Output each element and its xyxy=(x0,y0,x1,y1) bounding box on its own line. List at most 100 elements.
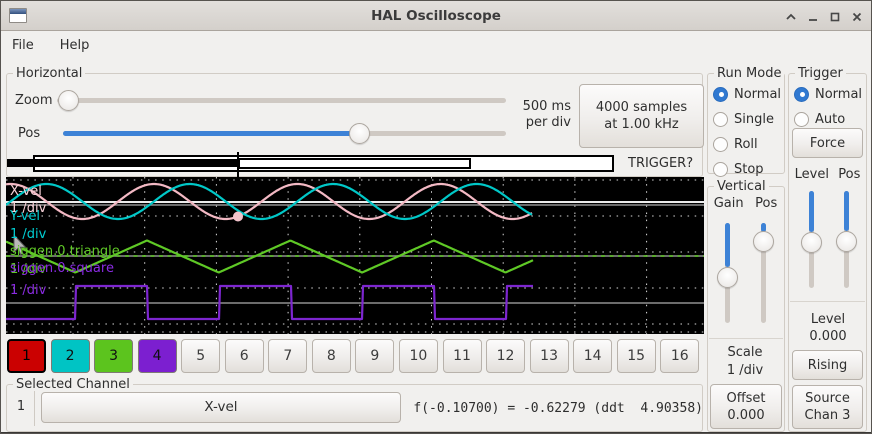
channel-button-11[interactable]: 11 xyxy=(442,339,482,373)
run-mode-radios: Normal Single Roll Stop xyxy=(713,86,781,177)
radio-icon xyxy=(713,111,728,127)
trigger-level-header: Level xyxy=(794,167,829,182)
run-mode-option-single[interactable]: Single xyxy=(713,111,781,127)
gain-header: Gain xyxy=(713,196,744,211)
trace-X-vel xyxy=(6,182,533,221)
trigger-edge-button[interactable]: Rising xyxy=(792,350,863,380)
zoom-slider-handle[interactable] xyxy=(58,90,79,111)
trigger-mode-radios: Normal Auto xyxy=(794,86,862,127)
vertical-separator xyxy=(709,338,783,339)
channel-button-10[interactable]: 10 xyxy=(398,339,438,373)
channel-button-7[interactable]: 7 xyxy=(268,339,308,373)
trigger-mode-option-normal[interactable]: Normal xyxy=(794,86,862,102)
close-icon[interactable] xyxy=(848,8,865,25)
selected-channel-separator xyxy=(34,391,35,426)
timebase-readout: 500 ms per div xyxy=(499,99,571,131)
scope-channel-name: siggen.0.triangle xyxy=(10,244,120,259)
horizontal-group-label: Horizontal xyxy=(13,66,86,81)
channel-button-4[interactable]: 4 xyxy=(137,339,177,373)
vertical-pos-slider-fill xyxy=(761,223,766,232)
radio-icon xyxy=(713,161,728,177)
run-mode-option-roll[interactable]: Roll xyxy=(713,136,781,152)
channel-button-9[interactable]: 9 xyxy=(355,339,395,373)
channel-button-15[interactable]: 15 xyxy=(616,339,656,373)
run-mode-option-stop[interactable]: Stop xyxy=(713,161,781,177)
zoom-slider-label: Zoom xyxy=(15,93,53,108)
scale-label: Scale xyxy=(727,345,763,360)
channel-button-row: 1 2 3 4 5 6 7 8 9 10 11 12 13 14 15 16 xyxy=(7,339,701,373)
trigger-pos-slider-handle[interactable] xyxy=(836,230,857,252)
channel-button-5[interactable]: 5 xyxy=(181,339,221,373)
vertical-group: Vertical xyxy=(707,179,785,432)
scope-traces xyxy=(6,177,704,334)
channel-button-12[interactable]: 12 xyxy=(486,339,526,373)
vertical-group-label: Vertical xyxy=(714,179,769,194)
trigger-level-slider-handle[interactable] xyxy=(801,231,822,253)
window-bottom-edge xyxy=(1,432,871,433)
trace-Y-vel xyxy=(6,182,533,221)
timebase-unit: per div xyxy=(525,115,571,130)
trace-siggen.0.square xyxy=(6,284,534,321)
scope-channel-scale: 1 /div xyxy=(10,262,47,277)
channel-button-8[interactable]: 8 xyxy=(311,339,351,373)
gain-slider-handle[interactable] xyxy=(717,266,738,288)
zoom-slider-track[interactable] xyxy=(57,98,506,103)
gain-slider-fill xyxy=(725,223,730,267)
run-mode-option-label: Roll xyxy=(734,136,758,152)
menu-file[interactable]: File xyxy=(12,37,34,53)
channel-button-13[interactable]: 13 xyxy=(529,339,569,373)
scope-channel-scale: 1 /div xyxy=(10,227,47,242)
channel-button-16[interactable]: 16 xyxy=(660,339,700,373)
timebase-per-div: 500 ms xyxy=(522,99,571,114)
channel-button-6[interactable]: 6 xyxy=(224,339,264,373)
trigger-position-line xyxy=(237,152,239,177)
trigger-group-label: Trigger xyxy=(795,66,846,81)
selected-channel-name-button[interactable]: X-vel xyxy=(41,392,401,423)
horizontal-pos-slider-handle[interactable] xyxy=(349,123,370,144)
trace-siggen.0.triangle xyxy=(6,239,534,274)
maximize-icon[interactable] xyxy=(826,8,843,25)
run-mode-option-label: Stop xyxy=(734,161,764,177)
run-mode-group-label: Run Mode xyxy=(714,66,785,81)
vertical-slider-headers: Gain Pos xyxy=(708,196,783,211)
trigger-mode-option-auto[interactable]: Auto xyxy=(794,111,862,127)
radio-icon xyxy=(794,111,809,127)
horizontal-pos-slider-fill xyxy=(63,131,360,136)
shade-icon[interactable] xyxy=(782,8,799,25)
selected-channel-number: 1 xyxy=(16,399,26,414)
radio-selected-icon xyxy=(713,86,728,102)
vertical-pos-slider-handle[interactable] xyxy=(753,230,774,252)
run-mode-group: Run Mode xyxy=(707,66,785,174)
scope-channel-scale: 1 /div xyxy=(10,283,47,298)
vertical-pos-slider-track[interactable] xyxy=(761,223,766,323)
trigger-level-label: Level xyxy=(810,312,846,327)
run-mode-option-normal[interactable]: Normal xyxy=(713,86,781,102)
channel-button-14[interactable]: 14 xyxy=(573,339,613,373)
cursor-value-readout: f(-0.10700) = -0.62279 (ddt 4.90358) xyxy=(413,401,703,416)
channel-button-2[interactable]: 2 xyxy=(50,339,90,373)
force-trigger-button[interactable]: Force xyxy=(792,128,863,158)
trigger-slider-headers: Level Pos xyxy=(790,167,865,182)
trigger-group: Trigger xyxy=(788,66,867,432)
titlebar[interactable]: HAL Oscilloscope xyxy=(1,1,871,31)
minimize-icon[interactable] xyxy=(804,8,821,25)
channel-button-3[interactable]: 3 xyxy=(94,339,134,373)
samples-button[interactable]: 4000 samples at 1.00 kHz xyxy=(579,84,704,148)
channel-button-1[interactable]: 1 xyxy=(7,339,46,373)
menu-help[interactable]: Help xyxy=(59,37,90,53)
offset-button-value: 0.000 xyxy=(727,407,765,423)
trigger-pos-slider-fill xyxy=(844,191,849,231)
offset-button[interactable]: Offset 0.000 xyxy=(710,384,782,429)
scope-display[interactable]: 1 /div X-vel 1 /div Y-vel 1 /div siggen.0.tri… xyxy=(6,177,704,334)
mouse-cursor-icon xyxy=(13,233,27,256)
scope-channel-name: X-vel xyxy=(10,184,42,199)
trigger-status-label: TRIGGER? xyxy=(628,156,694,171)
selected-channel-group-label: Selected Channel xyxy=(13,377,133,392)
trigger-source-button[interactable]: Source Chan 3 xyxy=(792,385,863,429)
trigger-pos-header: Pos xyxy=(838,167,861,182)
selected-channel-group: Selected Channel xyxy=(6,377,703,432)
vertical-pos-header: Pos xyxy=(755,196,778,211)
record-captured-bar xyxy=(7,159,238,167)
offset-button-label: Offset xyxy=(726,390,766,406)
